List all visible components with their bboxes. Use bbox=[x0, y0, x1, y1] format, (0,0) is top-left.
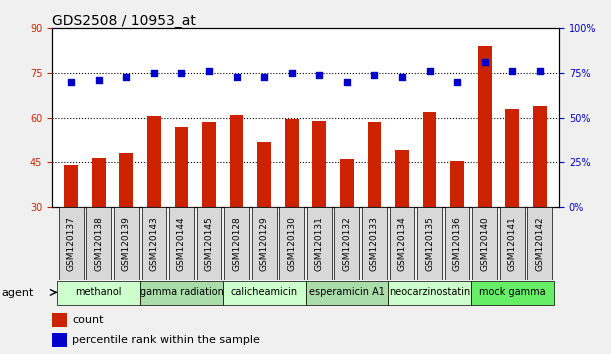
Text: gamma radiation: gamma radiation bbox=[139, 287, 224, 297]
Point bbox=[94, 77, 104, 83]
Point bbox=[232, 74, 241, 79]
Bar bbox=[306, 281, 388, 305]
Text: GSM120130: GSM120130 bbox=[287, 216, 296, 271]
Text: agent: agent bbox=[1, 288, 34, 298]
Text: GDS2508 / 10953_at: GDS2508 / 10953_at bbox=[52, 14, 196, 28]
Point bbox=[425, 68, 434, 74]
Bar bbox=[423, 112, 436, 207]
Bar bbox=[450, 161, 464, 207]
Text: mock gamma: mock gamma bbox=[479, 287, 546, 297]
Bar bbox=[224, 207, 249, 280]
Point bbox=[204, 68, 214, 74]
Point bbox=[149, 70, 159, 76]
Bar bbox=[52, 314, 67, 327]
Text: count: count bbox=[72, 315, 104, 325]
Bar bbox=[142, 207, 166, 280]
Text: GSM120129: GSM120129 bbox=[260, 216, 269, 271]
Bar bbox=[169, 207, 194, 280]
Point bbox=[342, 79, 352, 85]
Text: GSM120138: GSM120138 bbox=[94, 216, 103, 271]
Bar bbox=[223, 281, 306, 305]
Bar bbox=[202, 122, 216, 207]
Bar bbox=[230, 115, 244, 207]
Bar bbox=[533, 106, 547, 207]
Bar bbox=[140, 281, 223, 305]
Point bbox=[480, 59, 489, 65]
Bar bbox=[279, 207, 304, 280]
Bar bbox=[285, 119, 299, 207]
Bar bbox=[395, 150, 409, 207]
Bar bbox=[471, 281, 554, 305]
Text: GSM120139: GSM120139 bbox=[122, 216, 131, 271]
Text: GSM120137: GSM120137 bbox=[67, 216, 76, 271]
Bar bbox=[362, 207, 387, 280]
Bar bbox=[197, 207, 221, 280]
Text: methanol: methanol bbox=[76, 287, 122, 297]
Bar bbox=[340, 159, 354, 207]
Point bbox=[507, 68, 517, 74]
Point bbox=[315, 72, 324, 78]
Bar bbox=[257, 142, 271, 207]
Bar bbox=[307, 207, 332, 280]
Text: GSM120128: GSM120128 bbox=[232, 216, 241, 271]
Bar bbox=[57, 281, 140, 305]
Bar bbox=[312, 121, 326, 207]
Bar bbox=[417, 207, 442, 280]
Bar bbox=[120, 154, 133, 207]
Bar bbox=[500, 207, 525, 280]
Text: GSM120135: GSM120135 bbox=[425, 216, 434, 271]
Text: GSM120141: GSM120141 bbox=[508, 216, 517, 271]
Bar bbox=[52, 333, 67, 347]
Point bbox=[122, 74, 131, 79]
Bar bbox=[505, 109, 519, 207]
Text: GSM120136: GSM120136 bbox=[453, 216, 461, 271]
Bar bbox=[334, 207, 359, 280]
Text: calicheamicin: calicheamicin bbox=[230, 287, 298, 297]
Bar bbox=[86, 207, 111, 280]
Bar bbox=[175, 127, 188, 207]
Bar bbox=[252, 207, 277, 280]
Text: GSM120142: GSM120142 bbox=[535, 216, 544, 271]
Bar bbox=[59, 207, 84, 280]
Bar bbox=[478, 46, 491, 207]
Text: GSM120132: GSM120132 bbox=[342, 216, 351, 271]
Point bbox=[259, 74, 269, 79]
Point bbox=[67, 79, 76, 85]
Bar bbox=[64, 165, 78, 207]
Text: GSM120145: GSM120145 bbox=[205, 216, 213, 271]
Bar bbox=[527, 207, 552, 280]
Bar bbox=[367, 122, 381, 207]
Bar bbox=[147, 116, 161, 207]
Bar bbox=[445, 207, 469, 280]
Text: percentile rank within the sample: percentile rank within the sample bbox=[72, 335, 260, 345]
Point bbox=[177, 70, 186, 76]
Point bbox=[397, 74, 407, 79]
Point bbox=[370, 72, 379, 78]
Text: GSM120134: GSM120134 bbox=[398, 216, 406, 271]
Point bbox=[452, 79, 462, 85]
Text: neocarzinostatin: neocarzinostatin bbox=[389, 287, 470, 297]
Bar bbox=[472, 207, 497, 280]
Point bbox=[287, 70, 296, 76]
Text: GSM120144: GSM120144 bbox=[177, 216, 186, 271]
Text: GSM120131: GSM120131 bbox=[315, 216, 324, 271]
Bar bbox=[390, 207, 414, 280]
Text: esperamicin A1: esperamicin A1 bbox=[309, 287, 385, 297]
Text: GSM120133: GSM120133 bbox=[370, 216, 379, 271]
Bar bbox=[114, 207, 139, 280]
Bar bbox=[92, 158, 106, 207]
Text: GSM120140: GSM120140 bbox=[480, 216, 489, 271]
Bar bbox=[388, 281, 471, 305]
Text: GSM120143: GSM120143 bbox=[150, 216, 158, 271]
Point bbox=[535, 68, 544, 74]
